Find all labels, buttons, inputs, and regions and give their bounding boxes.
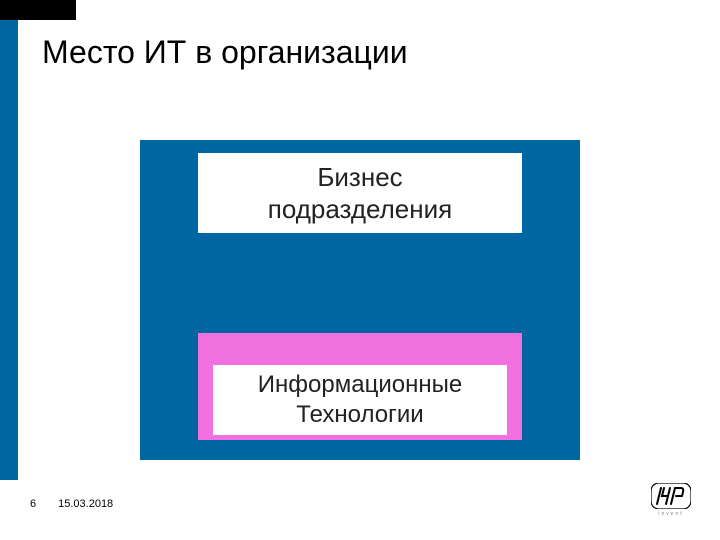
slide-date: 15.03.2018	[58, 498, 113, 510]
left-blue-bar	[0, 20, 18, 480]
slide-title: Место ИТ в организации	[42, 34, 408, 71]
business-units-line1: Бизнес	[317, 161, 402, 194]
hp-logo-icon	[651, 483, 691, 509]
page-number: 6	[30, 498, 36, 510]
hp-logo-subtext: invent	[658, 511, 683, 517]
footer-left: 6 15.03.2018	[30, 498, 113, 510]
it-label-box: Информационные Технологии	[213, 365, 507, 435]
business-units-box: Бизнес подразделения	[198, 153, 522, 233]
it-line2: Технологии	[296, 400, 423, 430]
top-black-bar	[0, 0, 76, 20]
business-units-line2: подразделения	[268, 193, 452, 226]
it-line1: Информационные	[258, 370, 462, 400]
hp-logo: invent	[646, 480, 696, 520]
